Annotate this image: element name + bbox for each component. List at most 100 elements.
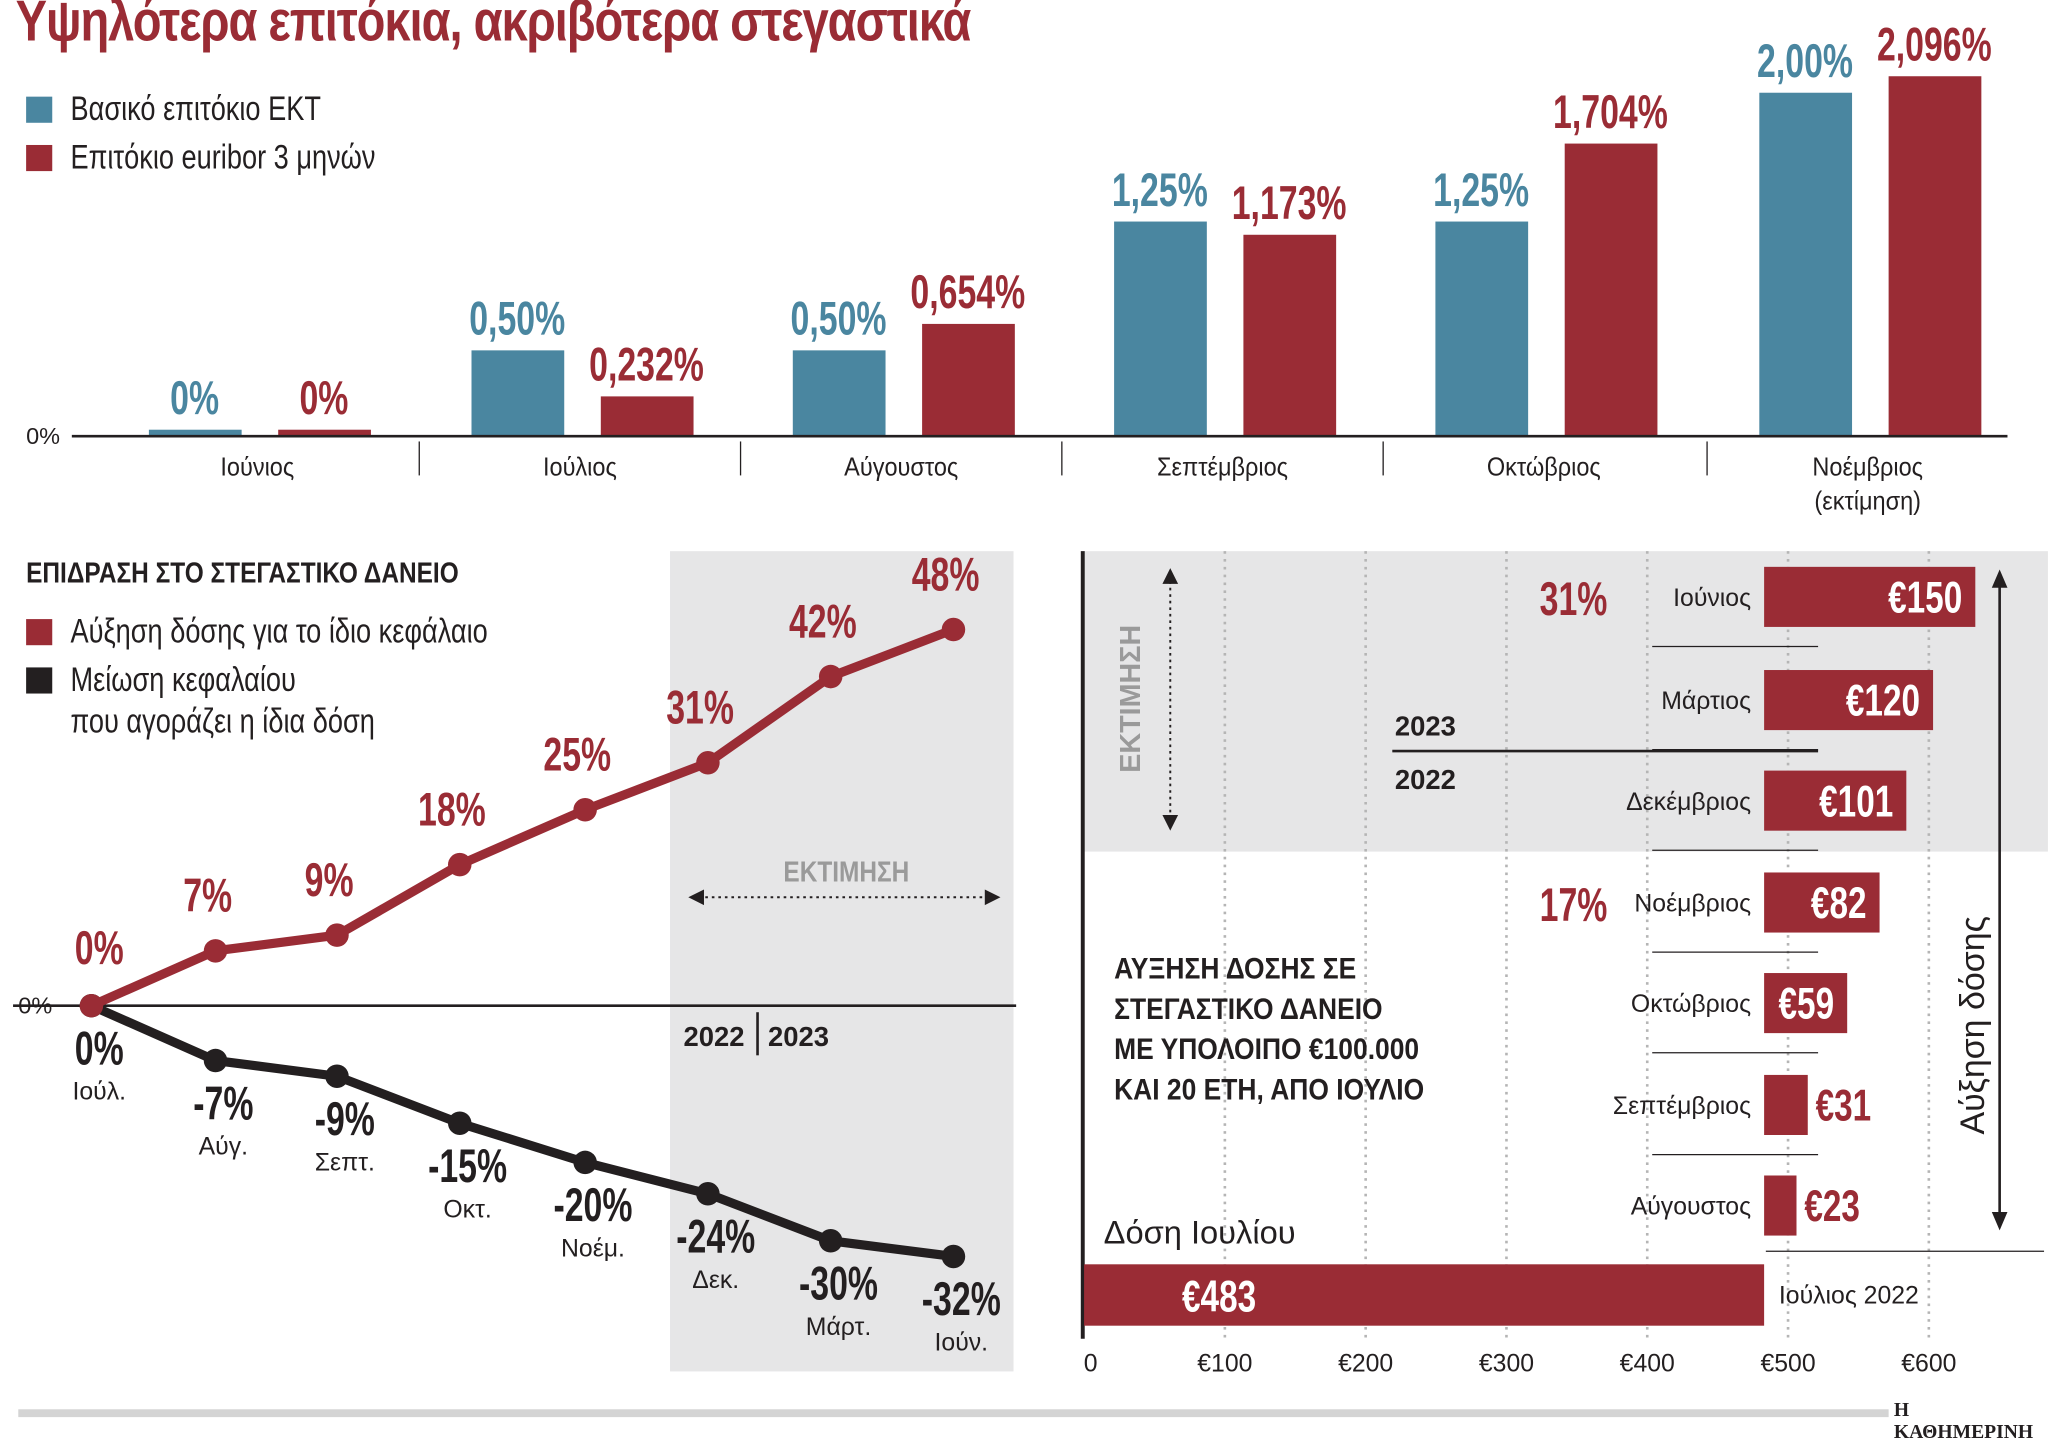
- decrease-point: [203, 1048, 228, 1073]
- base-caption: Δόση Ιουλίου: [1104, 1213, 1296, 1250]
- bar-value-label: €82: [1811, 879, 1867, 929]
- increase-label: 18%: [418, 783, 486, 836]
- legend-label: Αύξηση δόσης για το ίδιο κεφάλαιο: [70, 611, 488, 651]
- decrease-point: [941, 1244, 966, 1269]
- legend-label: Βασικό επιτόκιο ΕΚΤ: [70, 88, 321, 128]
- increase-point: [818, 664, 843, 689]
- bar-value-label: 0%: [299, 372, 348, 425]
- x-tick-label: €400: [1620, 1350, 1675, 1377]
- base-bar: [1084, 1264, 1765, 1326]
- year-label: 2022: [684, 1021, 745, 1052]
- legend-item-ecb: Βασικό επιτόκιο ΕΚΤ: [26, 89, 383, 129]
- increase-line: [89, 625, 956, 1010]
- category-label: Οκτώβριος: [1487, 453, 1601, 481]
- decrease-point: [573, 1150, 597, 1175]
- bar-value-label: €150: [1888, 573, 1962, 623]
- increase-bar: [1764, 566, 1976, 627]
- decrease-label: -7%: [193, 1077, 253, 1130]
- legend-item-euribor: Επιτόκιο euribor 3 μηνών: [26, 137, 452, 177]
- month-label: Οκτώβριος: [1631, 991, 1751, 1018]
- estimate-label: ΕΚΤΙΜΗΣΗ: [783, 856, 909, 888]
- euribor-bar: [922, 323, 1015, 437]
- bar-value-label: €31: [1816, 1081, 1872, 1131]
- bar-value-label: 0%: [170, 372, 219, 425]
- increase-label: 9%: [305, 854, 354, 907]
- ecb-bar: [1759, 92, 1853, 437]
- month-label: Αύγ.: [199, 1134, 248, 1161]
- category-label: Ιούνιος: [220, 453, 294, 481]
- estimate-region: [670, 551, 1014, 1372]
- ecb-bar: [792, 350, 886, 437]
- decrease-label: -15%: [428, 1140, 507, 1193]
- increase-point: [941, 617, 966, 642]
- bar-value-label: 0,654%: [910, 266, 1025, 319]
- y-zero-label: 0%: [26, 423, 60, 449]
- increase-point: [79, 993, 104, 1018]
- euribor-bar: [1243, 234, 1337, 437]
- bar-value-label: 0,232%: [589, 338, 704, 391]
- increase-bar: [1764, 770, 1907, 831]
- increase-label: 25%: [543, 728, 611, 781]
- legend-label: Μείωση κεφαλαίου: [70, 659, 296, 699]
- increase-label: 48%: [912, 548, 980, 601]
- increase-bar: [1764, 872, 1880, 933]
- base-label: Ιούλιος 2022: [1779, 1282, 1919, 1309]
- x-tick-label: €300: [1479, 1350, 1534, 1377]
- euribor-bar: [1888, 76, 1982, 437]
- increase-bar: [1764, 670, 1934, 731]
- base-value-label: €483: [1182, 1272, 1256, 1322]
- euribor-bar: [600, 396, 694, 437]
- legend-swatch-red: [26, 144, 53, 171]
- ecb-bar: [471, 350, 565, 437]
- legend-label: που αγοράζει η ίδια δόση: [70, 701, 375, 741]
- year-label: 2023: [768, 1021, 829, 1052]
- category-label: Ιούλιος: [543, 453, 617, 481]
- ecb-bar: [1435, 221, 1529, 437]
- annotation-text: ΣΤΕΓΑΣΤΙΚΟ ΔΑΝΕΙΟ: [1114, 991, 1383, 1025]
- year-label: 2023: [1395, 710, 1456, 741]
- month-label: Σεπτ.: [315, 1149, 375, 1176]
- annotation-text: ΑΥΞΗΣΗ ΔΟΣΗΣ ΣΕ: [1114, 951, 1356, 985]
- estimate-label: ΕΚΤΙΜΗΣΗ: [1115, 625, 1147, 773]
- month-label: Ιούν.: [935, 1330, 989, 1357]
- pct-label: 17%: [1540, 878, 1608, 931]
- month-label: Μάρτιος: [1661, 688, 1751, 715]
- legend-swatch-red: [26, 618, 53, 645]
- increase-bar: [1764, 1074, 1808, 1136]
- month-label: Νοέμ.: [561, 1235, 625, 1262]
- increase-bar: [1764, 973, 1848, 1034]
- month-label: Δεκ.: [692, 1267, 739, 1294]
- increase-label: 7%: [183, 869, 232, 922]
- ecb-bar: [148, 429, 242, 437]
- increase-point: [447, 852, 472, 877]
- increase-label: 31%: [666, 681, 734, 734]
- bar-value-label: 2,096%: [1877, 18, 1992, 71]
- decrease-point: [325, 1064, 349, 1088]
- month-label: Δεκέμβριος: [1626, 789, 1751, 816]
- decrease-point: [447, 1111, 472, 1136]
- x-tick-label: €600: [1901, 1350, 1956, 1377]
- x-tick-label: €100: [1197, 1350, 1252, 1377]
- category-label: Σεπτέμβριος: [1157, 453, 1288, 481]
- increase-bar: [1764, 1175, 1797, 1236]
- bar-value-label: €23: [1804, 1182, 1860, 1232]
- bar-value-label: €59: [1779, 979, 1835, 1029]
- decrease-point: [818, 1229, 843, 1253]
- x-tick-label: €200: [1338, 1350, 1393, 1377]
- x-tick-label: €500: [1760, 1350, 1815, 1377]
- month-label: Ιούλ.: [72, 1079, 126, 1106]
- decrease-point: [696, 1182, 720, 1206]
- bar-value-label: 1,25%: [1112, 163, 1208, 216]
- axis-label: Αύξηση δόσης: [1954, 916, 1992, 1134]
- y-zero-label: 0%: [18, 993, 52, 1019]
- legend-item-decrease: Μείωση κεφαλαίου: [26, 660, 352, 700]
- month-label: Νοέμβριος: [1634, 891, 1751, 918]
- pct-label: 31%: [1540, 573, 1608, 626]
- decrease-label: -9%: [315, 1093, 375, 1146]
- decrease-label: 0%: [75, 1022, 124, 1075]
- legend-swatch-black: [26, 666, 53, 693]
- category-label: Αύγουστος: [844, 453, 958, 481]
- euribor-bar: [278, 429, 371, 437]
- bar-value-label: €120: [1846, 676, 1920, 726]
